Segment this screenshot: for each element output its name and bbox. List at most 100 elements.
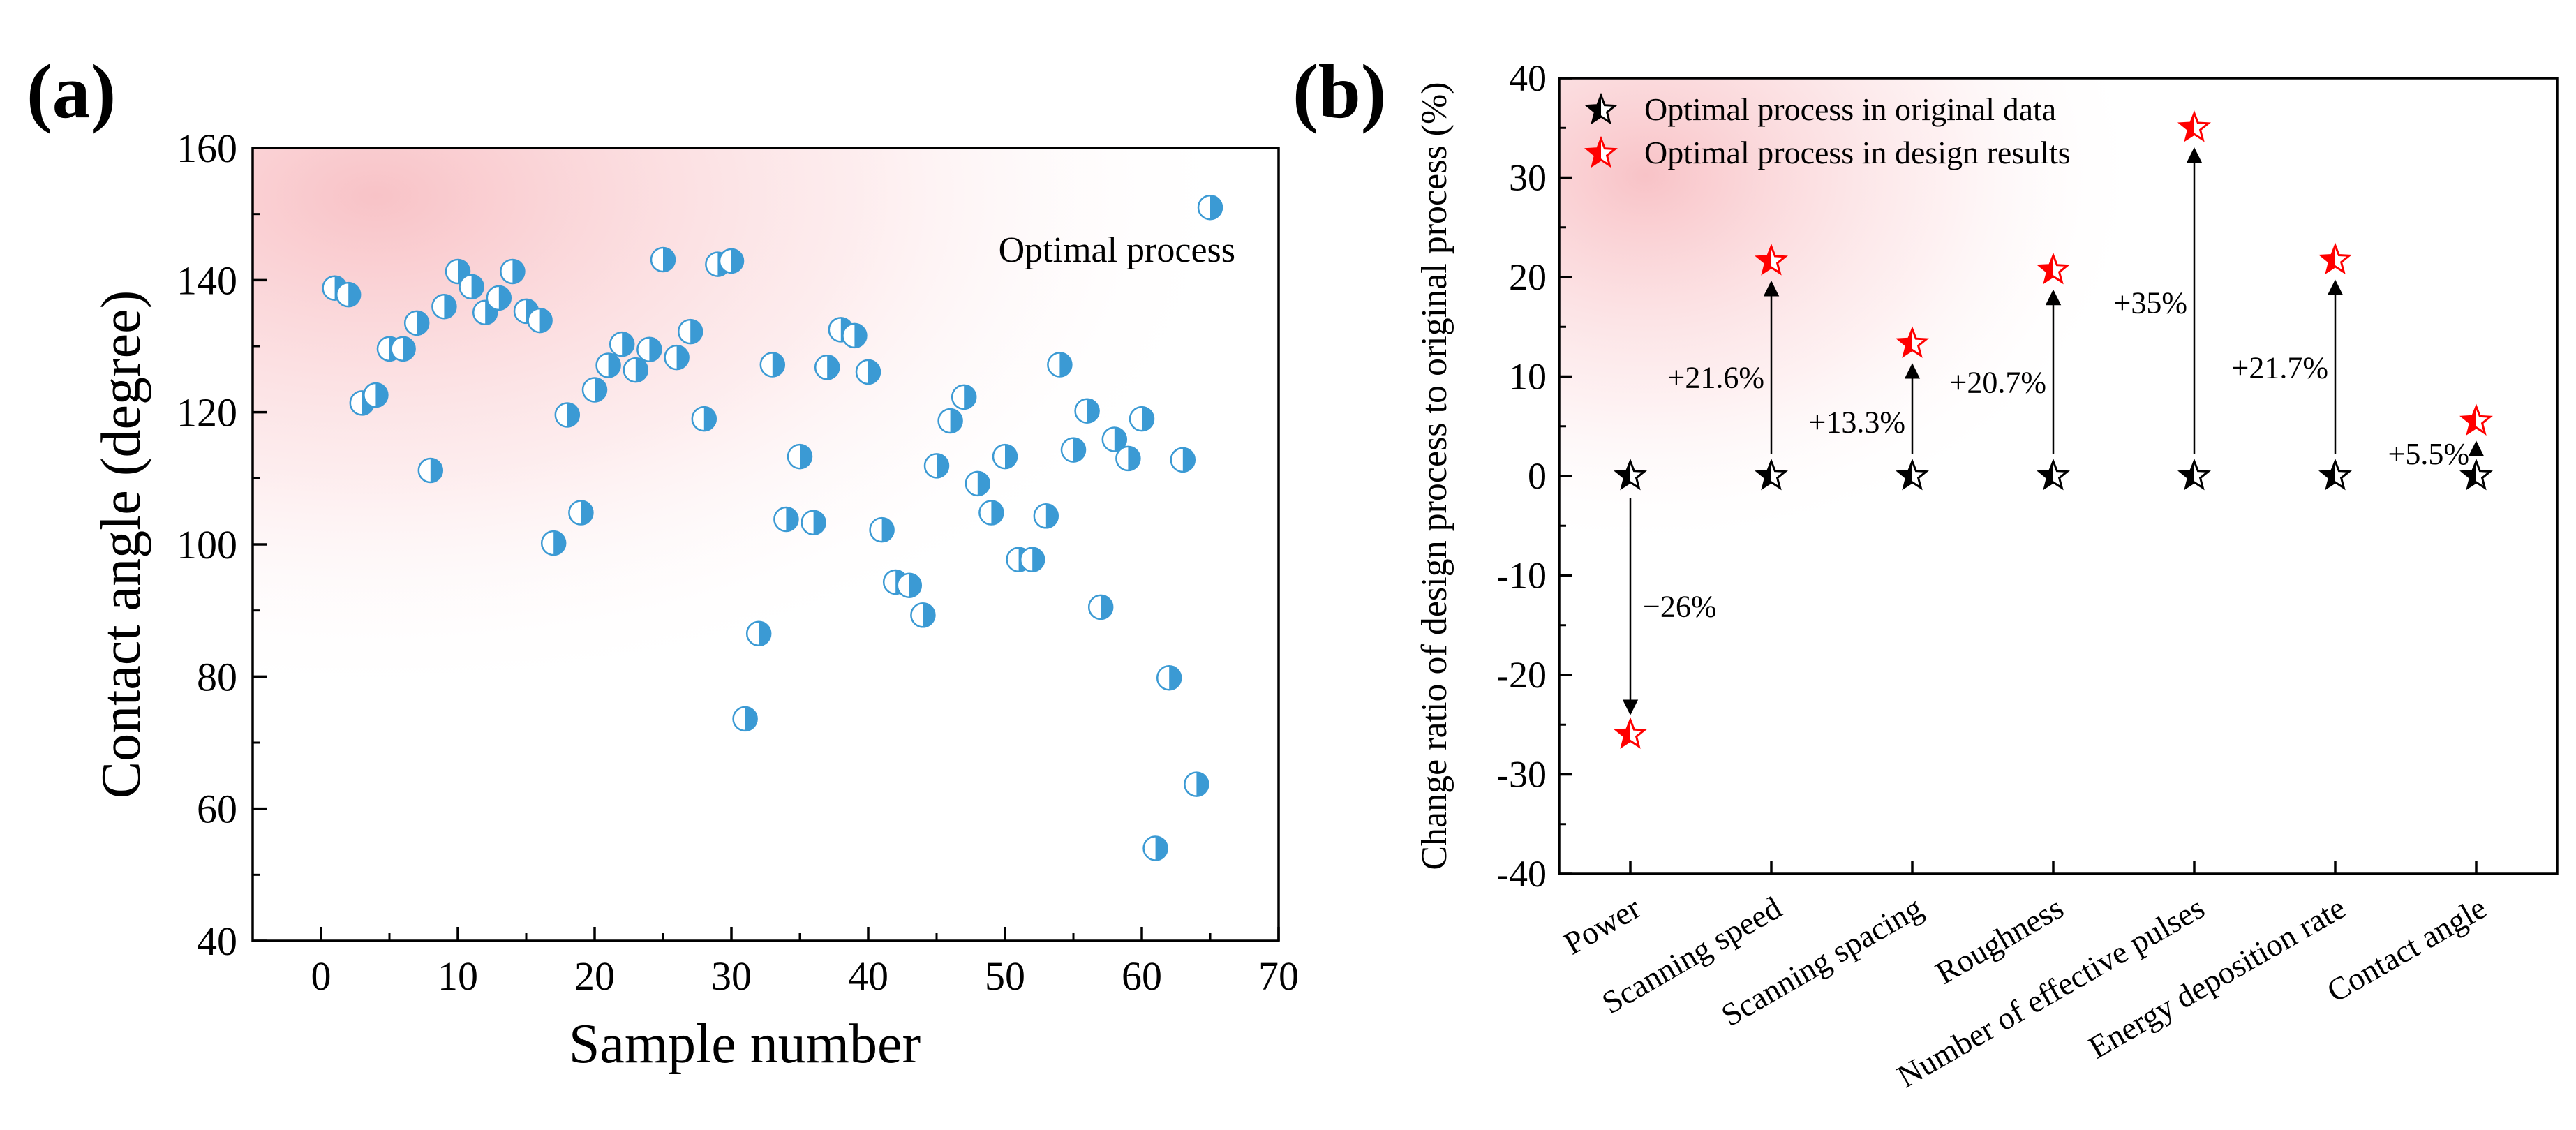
y-tick-label: 80 [197,654,237,699]
original-star [1755,458,1788,491]
y-tick-label: 60 [197,787,237,832]
panel-b: (b) -40 -30 -20 -10 0 10 20 30 40 −26% +21.6% +13.… [1293,49,2559,1094]
data-point [431,293,457,320]
data-point [403,310,430,336]
category-label: Power [1558,889,1646,961]
legend-star [1584,135,1618,168]
data-point [910,602,936,628]
data-point [855,359,881,385]
design-star [2318,242,2352,275]
data-point [390,336,416,362]
change-label: +21.6% [1668,361,1764,395]
y-tick-label: 10 [1509,356,1547,398]
x-tick-label: 70 [1258,953,1299,999]
data-point [568,500,594,526]
change-label: −26% [1643,589,1716,623]
data-point [459,274,484,300]
data-point [1019,547,1045,573]
data-point [1197,194,1223,221]
data-point [1156,664,1182,691]
panel-b-frame [1558,77,2559,875]
panel-a-y-axis-title: Contact angle (degree) [91,290,152,799]
design-star [2459,403,2493,436]
data-point [814,355,840,380]
panel-a-label: (a) [27,49,116,134]
data-point [335,281,362,308]
data-point [595,352,621,378]
data-point [937,408,963,434]
data-point [609,331,635,357]
panel-a-x-axis-title: Sample number [569,1013,921,1075]
design-star [1755,244,1788,276]
y-tick-label: 30 [1509,157,1547,199]
data-point [540,530,567,556]
y-tick-label: -10 [1496,555,1547,597]
y-tick-label: -40 [1496,853,1547,895]
data-point [1170,447,1196,473]
data-point [581,377,608,403]
data-point [527,307,553,334]
data-point [650,246,676,273]
y-tick-label: 20 [1509,256,1547,298]
data-point [759,352,786,378]
x-tick-label: 30 [711,953,752,999]
legend-marker-design-star [1584,135,1618,168]
data-point [951,384,977,410]
data-point [992,443,1018,470]
panel-b-y-axis-title: Change ratio of design process to origin… [1415,82,1454,870]
legend: Optimal process in original data Optimal… [1584,91,2071,170]
design-star [1896,326,1929,358]
x-tick-label: 60 [1122,953,1162,999]
data-point [787,443,813,470]
data-point [486,285,512,311]
panel-b-arrows: −26% +21.6% +13.3% +20.7% +35% +21.7% +5.5% [1622,147,2485,715]
y-tick-label: -30 [1496,754,1547,796]
panel-a: (a) 0 10 20 30 40 50 60 70 40 60 80 100 120 140 160 Op… [27,49,1299,1075]
data-point [718,248,745,274]
original-star [1614,458,1647,491]
data-point [1047,352,1073,378]
data-point [500,258,526,285]
original-star [2318,458,2352,491]
x-tick-label: 10 [438,953,478,999]
data-point [554,402,581,428]
data-point [842,322,868,349]
panel-b-points [1614,110,2493,749]
data-point [691,406,717,432]
data-point [1115,445,1141,472]
y-tick-label: 120 [177,390,237,436]
y-tick-label: -20 [1496,654,1547,696]
data-point [745,620,772,647]
data-point [1033,503,1059,529]
data-point [677,318,703,345]
data-point [1060,437,1087,463]
legend-entry-design: Optimal process in design results [1644,135,2071,170]
legend-marker-original-star [1584,92,1618,125]
data-point [1074,398,1100,424]
x-tick-label: 20 [574,953,615,999]
change-label: +13.3% [1809,406,1905,440]
data-point [978,500,1004,526]
category-label: Contact angle [2321,889,2492,1009]
original-star [2037,458,2070,491]
y-tick-label: 140 [177,258,237,303]
original-star [2459,458,2493,491]
data-point [1142,835,1168,861]
data-point [636,336,662,362]
panel-a-frame [251,147,1280,942]
legend-entry-original: Optimal process in original data [1644,91,2056,127]
optimal-process-annotation: Optimal process [999,230,1235,270]
panel-a-axes: 0 10 20 30 40 50 60 70 40 60 80 100 120 140 160 [177,126,1299,999]
data-point [923,453,950,479]
data-point [732,706,758,732]
data-point [896,572,923,598]
change-label: +21.7% [2232,350,2328,385]
y-tick-label: 40 [197,919,237,964]
panel-a-points [322,194,1223,861]
category-label: Energy deposition rate [2083,889,2351,1065]
data-point [773,506,799,533]
data-point [1087,594,1114,620]
y-tick-label: 100 [177,522,237,567]
